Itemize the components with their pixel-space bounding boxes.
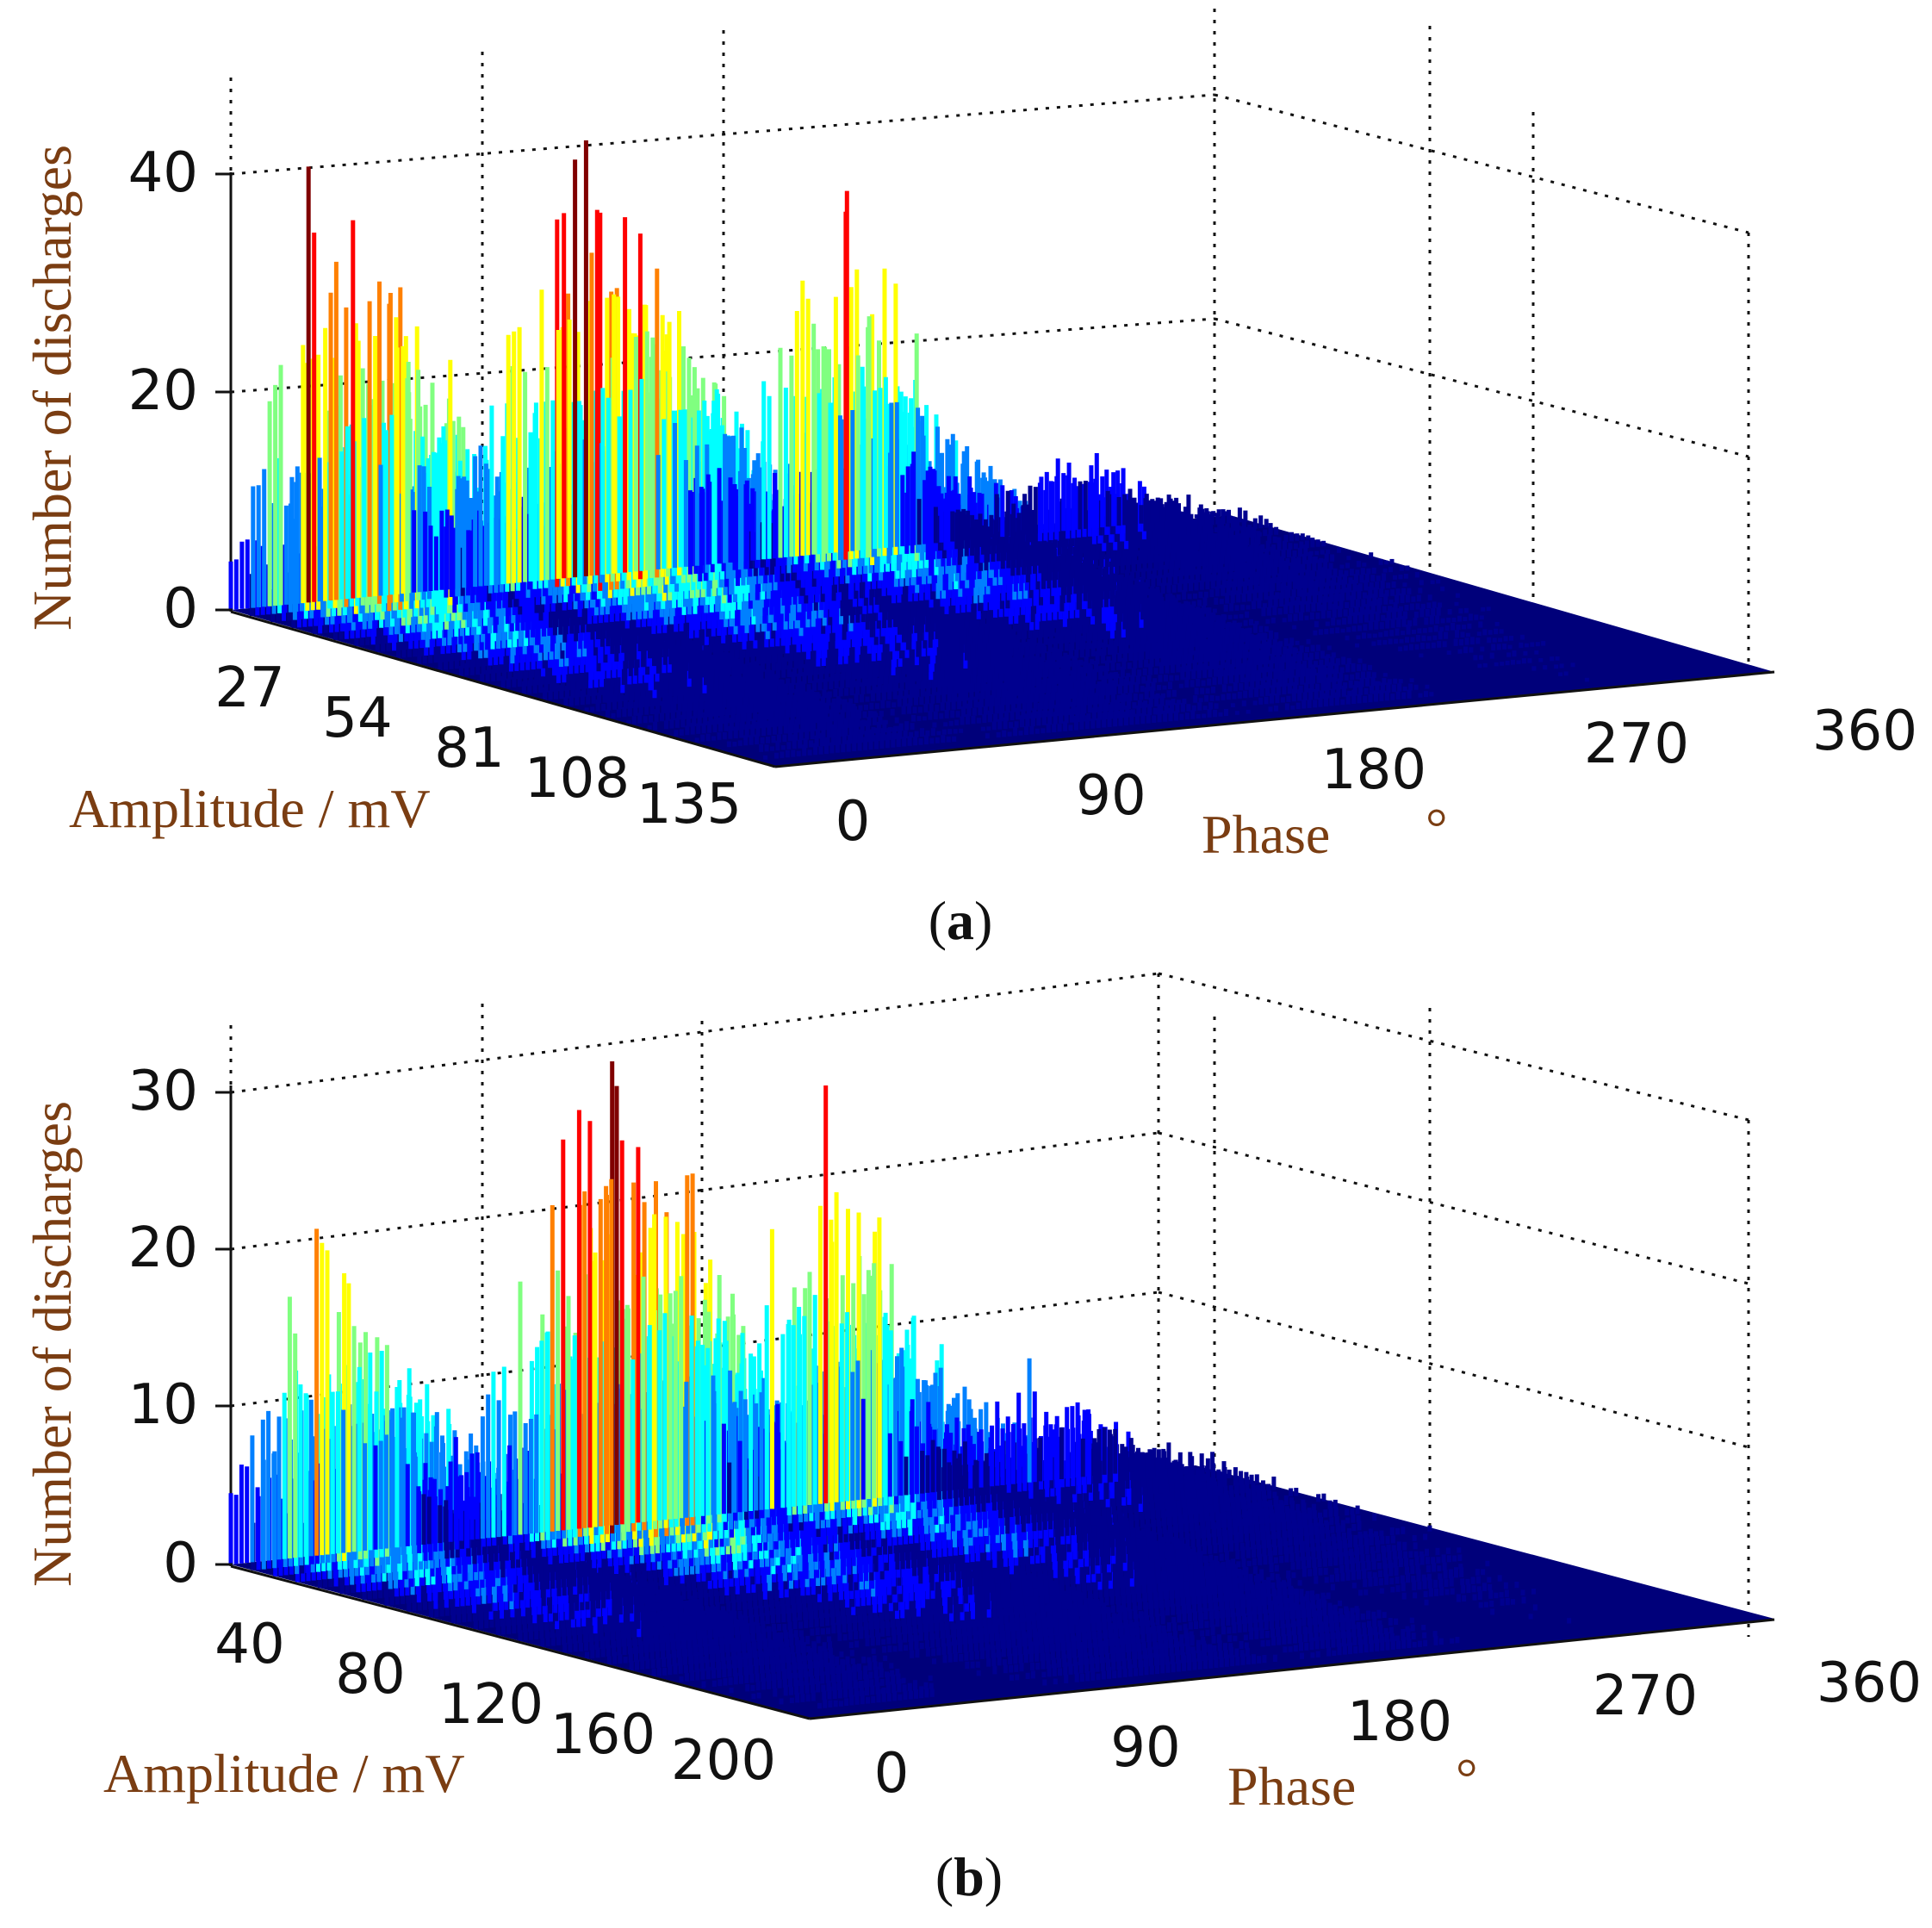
panel-a: 0 20 40 27 54 81 108 135 0 90 180 270 36… xyxy=(22,9,1917,951)
amplitude-tick-label: 54 xyxy=(322,687,392,750)
panel-a-phase-unit: ° xyxy=(1426,797,1448,858)
amplitude-tick-label: 135 xyxy=(637,773,742,837)
panel-a-amplitude-axis-title: Amplitude / mV xyxy=(69,778,431,839)
z-tick-label: 0 xyxy=(163,577,198,641)
panel-a-phase-axis xyxy=(774,670,1775,768)
phase-tick-label: 360 xyxy=(1812,700,1917,763)
z-tick-label: 40 xyxy=(128,141,198,205)
panel-b-surface xyxy=(228,1061,1774,1718)
amplitude-tick-label: 27 xyxy=(214,656,284,720)
panel-a-amplitude-ticks: 27 54 81 108 135 xyxy=(214,656,742,837)
z-tick-label: 20 xyxy=(128,359,198,423)
panel-a-z-ticks: 0 20 40 xyxy=(128,141,233,641)
phase-tick-label: 90 xyxy=(1076,764,1146,828)
phase-tick-label: 270 xyxy=(1584,712,1689,776)
panel-a-amplitude-axis xyxy=(230,610,776,768)
panel-a-caption: (a) xyxy=(929,890,993,951)
amplitude-tick-label: 108 xyxy=(525,747,630,811)
panel-a-surface xyxy=(228,140,1774,767)
panel-b: 0 10 20 30 40 80 120 160 200 0 90 180 27… xyxy=(22,972,1922,1907)
amplitude-tick-label: 81 xyxy=(434,717,504,781)
phase-tick-label: 180 xyxy=(1321,738,1426,802)
panel-a-phase-ticks: 0 90 180 270 360 xyxy=(836,700,1917,854)
panel-a-z-axis-title: Number of discharges xyxy=(22,145,83,631)
panel-a-phase-axis-title: Phase xyxy=(1202,804,1330,865)
phase-tick-label: 0 xyxy=(836,790,871,854)
